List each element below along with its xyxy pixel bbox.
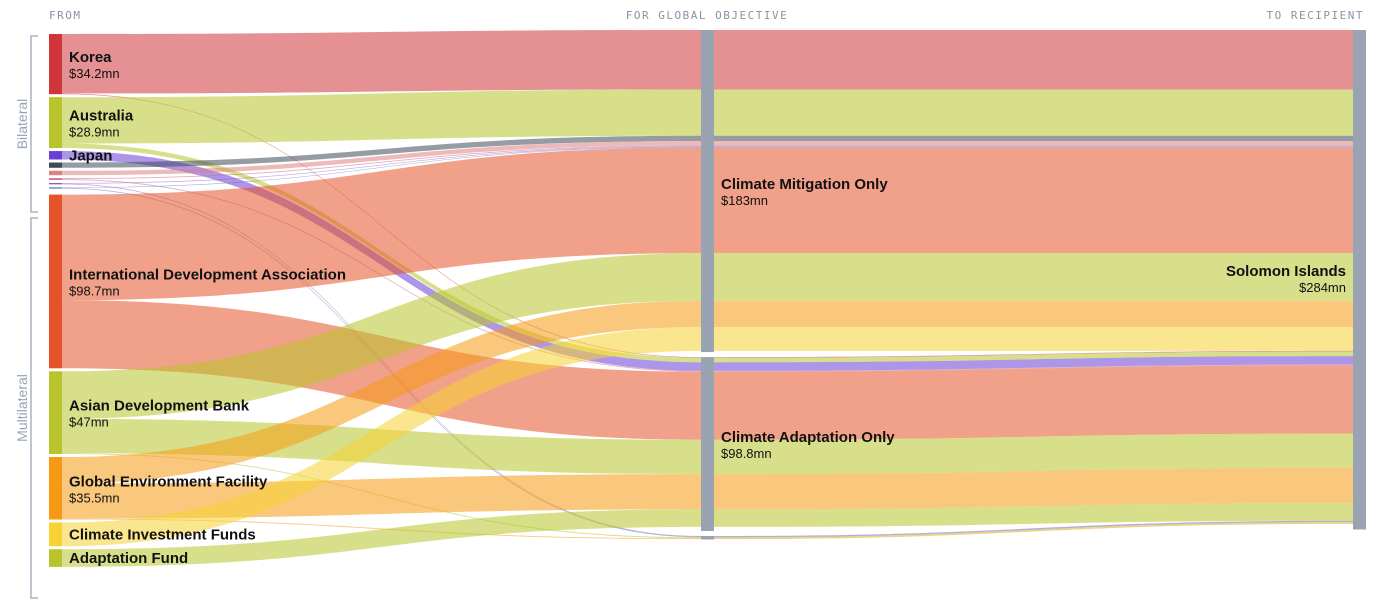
- flow-mitigation-to-solomon-gef[interactable]: [714, 300, 1353, 328]
- node-source-australia[interactable]: [49, 97, 62, 149]
- header-from: FROM: [49, 9, 82, 22]
- node-source-cif[interactable]: [49, 522, 62, 547]
- node-source-bil-grey[interactable]: [49, 162, 62, 168]
- flow-bil-grey-to-mitigation[interactable]: [62, 135, 701, 168]
- value-source-ida: $98.7mn: [69, 283, 120, 298]
- label-source-japan: Japan: [69, 147, 112, 164]
- flow-ida-to-mitigation[interactable]: [62, 147, 701, 301]
- flow-adaptation-to-solomon-australia[interactable]: [714, 351, 1353, 363]
- flow-adaptation-to-solomon-japan[interactable]: [714, 356, 1353, 371]
- flow-mitigation-to-solomon-bil-small3[interactable]: [714, 147, 1353, 148]
- flow-mitigation-to-solomon-adb[interactable]: [714, 253, 1353, 301]
- flow-bil-small1-to-mitigation[interactable]: [62, 145, 701, 180]
- node-objective-adaptation[interactable]: [701, 357, 714, 531]
- group-label-multilateral: Multilateral: [14, 374, 30, 442]
- header-recipient: TO RECIPIENT: [1267, 9, 1364, 22]
- flow-mitigation-to-solomon-cif[interactable]: [714, 327, 1353, 351]
- value-source-adb: $47mn: [69, 415, 109, 430]
- node-objective-mitigation[interactable]: [701, 30, 714, 353]
- flow-bil-pink-to-mitigation[interactable]: [62, 141, 701, 176]
- value-objective-adaptation: $98.8mn: [721, 446, 772, 461]
- flow-adaptation-to-solomon-adb[interactable]: [714, 433, 1353, 475]
- multilateral-bracket: [30, 217, 38, 599]
- node-source-korea[interactable]: [49, 34, 62, 95]
- flow-mitigation-to-solomon-bil-small2[interactable]: [714, 146, 1353, 148]
- flow-adaptation-to-solomon-bil-small1[interactable]: [714, 364, 1353, 372]
- flow-adaptation-to-solomon-gef[interactable]: [714, 467, 1353, 510]
- flow-adaptation-to-solomon-korea[interactable]: [714, 350, 1353, 358]
- header-objective: FOR GLOBAL OBJECTIVE: [626, 9, 788, 22]
- nodes-layer: [49, 30, 1366, 567]
- node-source-af[interactable]: [49, 549, 62, 567]
- node-source-gef[interactable]: [49, 457, 62, 520]
- flow-adb-to-mitigation[interactable]: [62, 253, 701, 419]
- flow-mitigation-to-solomon-bil-grey[interactable]: [714, 135, 1353, 142]
- node-objective-other[interactable]: [701, 535, 714, 540]
- flow-other-to-solomon-adb[interactable]: [714, 522, 1353, 539]
- value-source-australia: $28.9mn: [69, 125, 120, 140]
- node-source-bil-pink[interactable]: [49, 170, 62, 176]
- flow-adaptation-to-solomon-ida[interactable]: [714, 365, 1353, 440]
- flow-mitigation-to-solomon-bil-small1[interactable]: [714, 145, 1353, 147]
- node-source-bil-small1[interactable]: [49, 178, 62, 180]
- label-objective-mitigation: Climate Mitigation Only: [721, 176, 888, 193]
- flow-af-to-adaptation[interactable]: [62, 509, 701, 567]
- node-source-bil-small2[interactable]: [49, 182, 62, 185]
- flow-bil-small2-to-mitigation[interactable]: [62, 146, 701, 184]
- flow-other-to-solomon-bil-small3[interactable]: [714, 521, 1353, 538]
- flow-bil-small3-to-mitigation[interactable]: [62, 147, 701, 188]
- value-source-gef: $35.5mn: [69, 490, 120, 505]
- flow-ida-to-adaptation[interactable]: [62, 300, 701, 440]
- group-label-bilateral: Bilateral: [14, 99, 30, 150]
- node-source-japan[interactable]: [49, 151, 62, 160]
- label-source-gef: Global Environment Facility: [69, 473, 268, 490]
- flow-korea-to-mitigation[interactable]: [62, 30, 701, 94]
- value-source-korea: $34.2mn: [69, 66, 120, 81]
- node-source-ida[interactable]: [49, 194, 62, 369]
- flow-other-to-solomon-gef[interactable]: [714, 522, 1353, 540]
- label-source-ida: International Development Association: [69, 266, 346, 283]
- node-source-adb[interactable]: [49, 371, 62, 455]
- label-objective-adaptation: Climate Adaptation Only: [721, 429, 895, 446]
- label-source-af: Adaptation Fund: [69, 550, 188, 567]
- value-objective-mitigation: $183mn: [721, 193, 768, 208]
- flow-mitigation-to-solomon-ida[interactable]: [714, 147, 1353, 254]
- label-source-cif: Climate Investment Funds: [69, 526, 256, 543]
- flow-australia-to-mitigation[interactable]: [62, 89, 701, 144]
- value-recipient-solomon: $284mn: [1299, 280, 1346, 295]
- label-source-australia: Australia: [69, 108, 134, 125]
- node-source-bil-small3[interactable]: [49, 187, 62, 189]
- flow-mitigation-to-solomon-bil-pink[interactable]: [714, 141, 1353, 146]
- node-recipient-solomon[interactable]: [1353, 30, 1366, 530]
- flow-mitigation-to-solomon-australia[interactable]: [714, 89, 1353, 136]
- label-source-adb: Asian Development Bank: [69, 398, 250, 415]
- flow-other-to-solomon-bil-small2[interactable]: [714, 520, 1353, 537]
- bilateral-bracket: [30, 35, 38, 213]
- flow-gef-to-mitigation[interactable]: [62, 300, 701, 484]
- labels-layer: Korea$34.2mn Australia$28.9mn Japan Interna…: [69, 49, 1346, 567]
- label-source-korea: Korea: [69, 49, 112, 66]
- flow-mitigation-to-solomon-korea[interactable]: [714, 30, 1353, 90]
- flow-adaptation-to-solomon-af[interactable]: [714, 503, 1353, 527]
- flow-cif-to-mitigation[interactable]: [62, 327, 701, 547]
- links-layer: [62, 30, 1353, 567]
- label-recipient-solomon: Solomon Islands: [1226, 263, 1346, 280]
- flow-gef-to-other[interactable]: [62, 518, 701, 540]
